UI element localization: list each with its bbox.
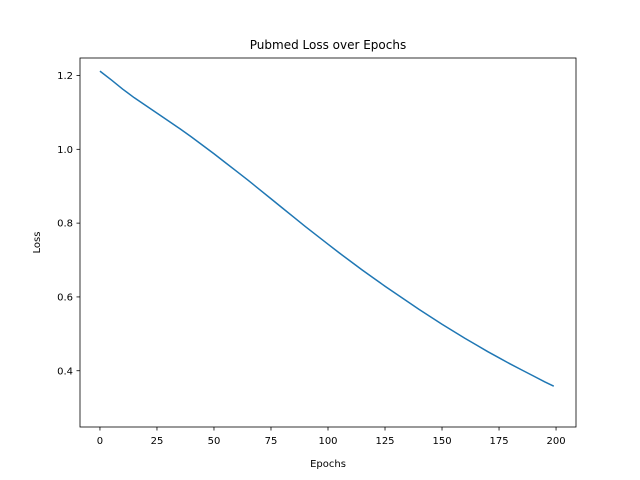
y-tick-label: 0.4	[57, 366, 73, 377]
y-axis-ticks: 0.4 0.6 0.8 1.0 1.2	[57, 71, 80, 377]
x-tick-label: 25	[151, 436, 164, 447]
x-tick-label: 50	[208, 436, 221, 447]
x-axis-label: Epochs	[310, 459, 346, 470]
x-tick-label: 200	[546, 436, 565, 447]
x-tick-label: 100	[318, 436, 337, 447]
x-tick-label: 125	[375, 436, 394, 447]
chart-title: Pubmed Loss over Epochs	[250, 38, 406, 52]
x-tick-label: 175	[489, 436, 508, 447]
plot-area-frame	[79, 57, 577, 428]
y-tick-label: 1.0	[57, 145, 73, 156]
y-tick-label: 1.2	[57, 71, 73, 82]
x-tick-label: 150	[432, 436, 451, 447]
y-tick-label: 0.8	[57, 219, 73, 230]
x-tick-label: 75	[265, 436, 278, 447]
y-tick-label: 0.6	[57, 293, 73, 304]
loss-series-line	[99, 70, 555, 387]
x-axis-ticks: 0 25 50 75 100 125 150 175 200	[97, 427, 566, 447]
y-axis-label: Loss	[32, 232, 43, 254]
x-tick-label: 0	[97, 436, 103, 447]
